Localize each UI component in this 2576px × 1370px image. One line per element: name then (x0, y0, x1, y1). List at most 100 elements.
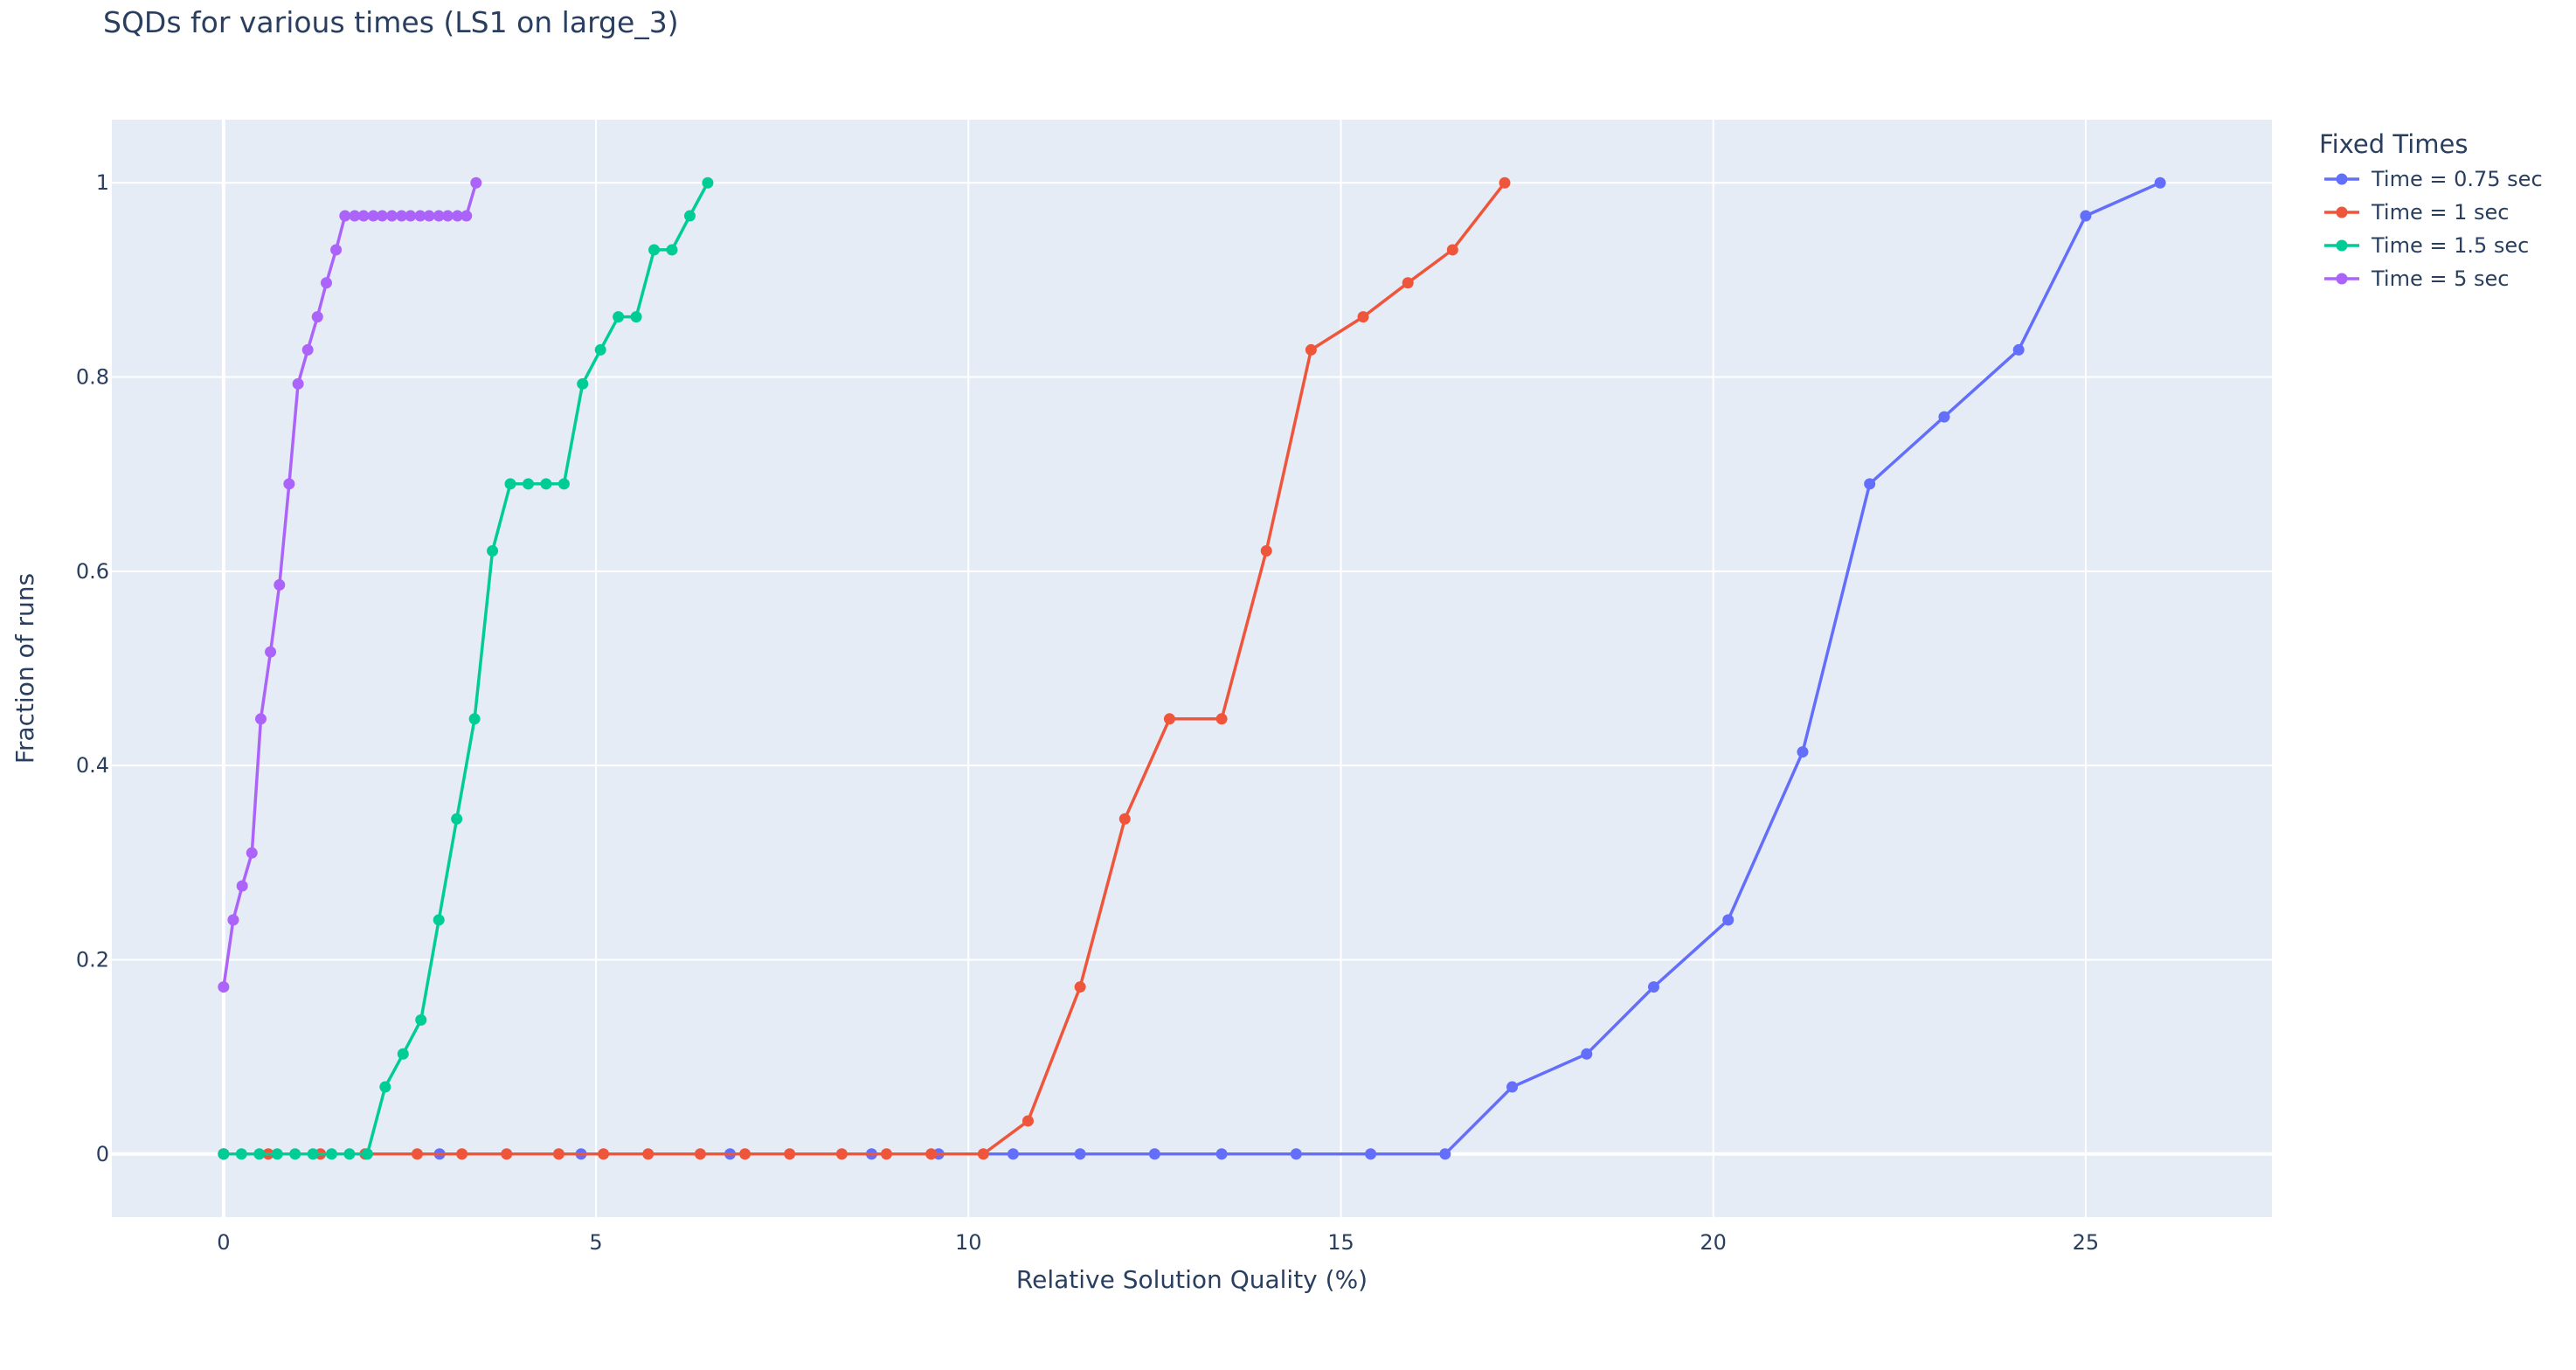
data-point (379, 1081, 391, 1093)
legend-item[interactable]: Time = 0.75 sec (2324, 167, 2543, 191)
x-tick-label: 10 (955, 1230, 982, 1255)
data-point (376, 210, 388, 222)
legend-label: Time = 1.5 sec (2371, 233, 2529, 258)
tick-labels: 0 5 10 15 20 25 0 0.2 0.4 0.6 0.8 1 (76, 170, 2099, 1255)
data-point (1260, 545, 1272, 557)
data-point (1722, 914, 1735, 926)
data-point (1305, 343, 1317, 356)
data-point (1215, 1148, 1228, 1160)
data-point (1647, 981, 1659, 993)
legend-marker (2336, 273, 2348, 285)
data-point (325, 1148, 337, 1160)
data-point (396, 210, 408, 222)
x-tick-label: 15 (1327, 1230, 1354, 1255)
series-line (223, 182, 710, 1156)
y-tick-label: 0.4 (76, 753, 109, 778)
data-point (235, 1148, 247, 1160)
data-point (1215, 713, 1228, 725)
data-point (246, 847, 258, 859)
data-point (630, 311, 642, 323)
data-point (441, 210, 454, 222)
data-point (452, 210, 464, 222)
data-point (339, 210, 351, 222)
data-point (1148, 1148, 1160, 1160)
data-point (423, 210, 435, 222)
data-point (577, 377, 589, 390)
data-point (433, 210, 445, 222)
data-point (2154, 176, 2166, 189)
data-point (2012, 343, 2025, 356)
data-point (1506, 1081, 1519, 1093)
x-tick-label: 20 (1700, 1230, 1727, 1255)
plot-area (112, 120, 2272, 1217)
data-point (881, 1148, 893, 1160)
data-point (1007, 1148, 1019, 1160)
x-tick-label: 25 (2073, 1230, 2100, 1255)
data-point (702, 176, 714, 189)
data-point (254, 713, 267, 725)
data-point (227, 914, 239, 926)
data-point (330, 244, 343, 256)
legend-item[interactable]: Time = 1 sec (2324, 200, 2509, 225)
data-point (642, 1148, 654, 1160)
data-point (925, 1148, 938, 1160)
x-tick-label: 5 (589, 1230, 602, 1255)
data-point (835, 1148, 848, 1160)
data-point (414, 210, 426, 222)
data-point (683, 210, 696, 222)
data-point (501, 1148, 513, 1160)
data-point (1402, 277, 1414, 289)
legend-label: Time = 0.75 sec (2371, 167, 2543, 191)
data-point (301, 343, 314, 356)
data-point (1365, 1148, 1377, 1160)
legend-item[interactable]: Time = 5 sec (2324, 266, 2509, 291)
data-point (552, 1148, 564, 1160)
series-2 (218, 176, 714, 1160)
data-point (311, 311, 323, 323)
data-point (1797, 746, 1809, 758)
data-point (265, 646, 277, 658)
x-tick-label: 0 (217, 1230, 230, 1255)
data-point (343, 1148, 356, 1160)
data-point (1074, 981, 1086, 993)
series-group (218, 176, 2166, 1160)
data-point (411, 1148, 423, 1160)
data-point (433, 914, 445, 926)
data-point (1446, 244, 1458, 256)
legend-label: Time = 1 sec (2371, 200, 2509, 225)
data-point (289, 1148, 301, 1160)
data-point (977, 1148, 989, 1160)
data-point (1118, 813, 1131, 825)
data-point (2080, 210, 2092, 222)
data-point (1074, 1148, 1086, 1160)
data-point (540, 478, 552, 490)
data-point (357, 210, 370, 222)
legend-marker (2336, 173, 2348, 185)
data-point (405, 210, 417, 222)
data-point (1938, 411, 1950, 423)
legend: Fixed Times Time = 0.75 sec Time = 1 sec T… (2319, 129, 2543, 291)
data-point (613, 311, 625, 323)
x-axis-title: Relative Solution Quality (%) (1016, 1265, 1368, 1294)
data-point (694, 1148, 706, 1160)
data-point (320, 277, 332, 289)
data-point (522, 478, 534, 490)
data-point (739, 1148, 751, 1160)
legend-marker (2336, 206, 2348, 218)
data-point (451, 813, 463, 825)
data-point (292, 377, 304, 390)
data-point (1581, 1048, 1593, 1060)
data-point (236, 880, 248, 892)
data-point (367, 210, 379, 222)
data-point (504, 478, 516, 490)
legend-item[interactable]: Time = 1.5 sec (2324, 233, 2529, 258)
legend-title: Fixed Times (2319, 129, 2468, 159)
data-point (415, 1014, 427, 1026)
data-point (397, 1048, 409, 1060)
data-point (274, 578, 286, 591)
data-point (253, 1148, 266, 1160)
data-point (487, 545, 499, 557)
data-point (1163, 713, 1175, 725)
series-line (223, 182, 1506, 1156)
